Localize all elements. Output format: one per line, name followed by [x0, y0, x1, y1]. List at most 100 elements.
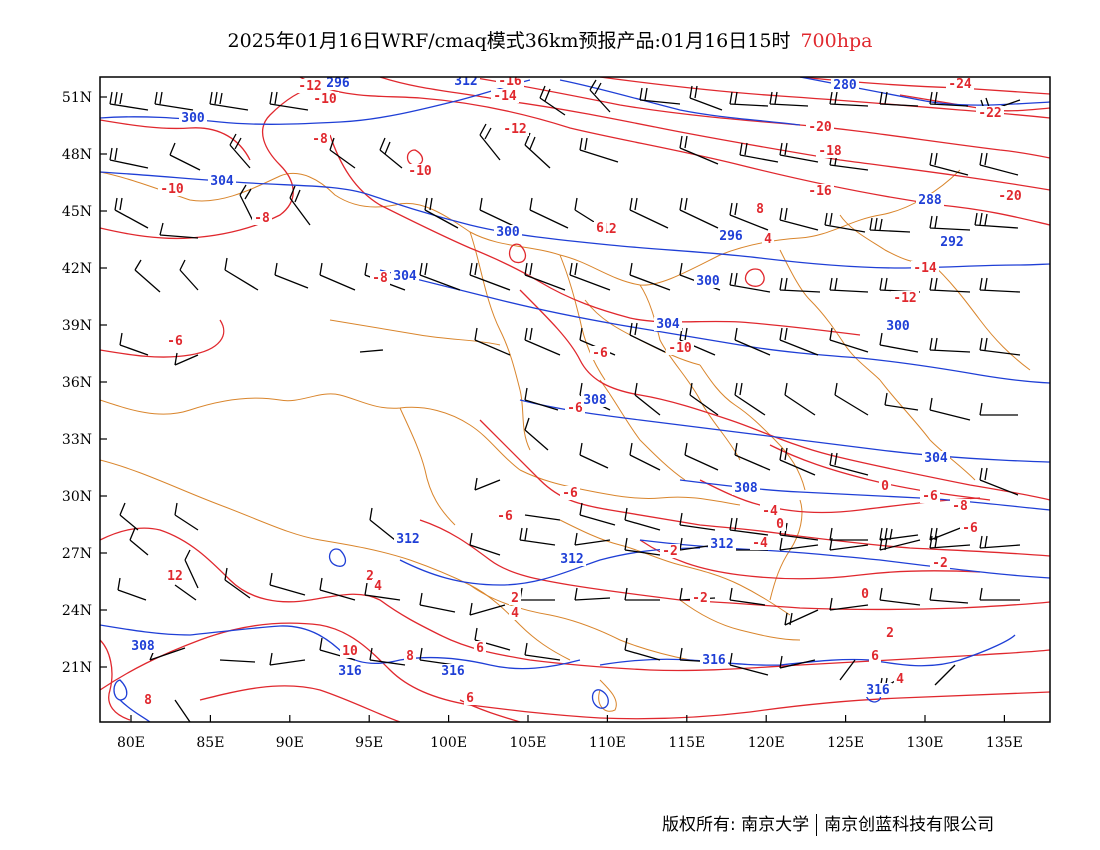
copyright-left: 版权所有: 南京大学: [662, 815, 810, 835]
temperature-label-bg: [869, 649, 881, 663]
temperature-label: -2: [662, 544, 678, 559]
temperature-label: 4: [374, 579, 382, 594]
geopotential-label-bg: [708, 537, 736, 551]
temperature-label-bg: [762, 232, 774, 246]
temperature-label-bg: [311, 92, 339, 106]
plot-frame: [99, 76, 1051, 723]
temperature-label: -16: [808, 184, 832, 199]
temperature-label-bg: [491, 89, 519, 103]
temperature-label: -12: [298, 79, 321, 94]
geopotential-label: 300: [886, 319, 910, 334]
temperature-label-bg: [806, 184, 834, 198]
temperature-label: -6: [962, 521, 978, 536]
temperature-label-bg: [496, 77, 524, 88]
lon-tick-label: 105E: [510, 735, 547, 751]
map-title: 2025年01月16日WRF/cmaq模式36km预报产品:01月16日15时 7…: [0, 26, 1100, 53]
geopotential-label: 312: [396, 532, 419, 547]
temperature-label: -8: [312, 132, 328, 147]
temperature-label-bg: [370, 271, 390, 285]
temperature-label: -18: [818, 144, 842, 159]
temperature-label: 6: [596, 221, 604, 236]
geopotential-label: 304: [924, 451, 948, 466]
geopotential-label: 312: [560, 552, 583, 567]
geopotential-label: 316: [866, 683, 890, 698]
copyright-separator: [816, 814, 818, 836]
temperature-label-bg: [404, 649, 416, 663]
geopotential-label-bg: [394, 532, 422, 546]
temperature-label-bg: [501, 122, 529, 136]
temperature-label: -4: [752, 536, 768, 551]
geopotential-label-bg: [916, 193, 944, 207]
lon-tick-label: 110E: [589, 735, 626, 751]
temperature-label-bg: [920, 489, 940, 503]
longitude-axis: 80E 85E 90E 95E 100E 105E 110E 115E 120E 125E 130E…: [117, 715, 1023, 751]
lon-tick-label: 90E: [276, 735, 304, 751]
temperature-label-bg: [165, 334, 185, 348]
temperature-label: 4: [511, 606, 519, 621]
lon-tick-label: 115E: [668, 735, 705, 751]
temperature-label: -2: [932, 556, 948, 571]
temperature-label: 12: [167, 569, 183, 584]
temperature-label-bg: [372, 579, 384, 593]
temperature-label: 2: [511, 591, 519, 606]
temperature-label: 2: [886, 626, 894, 641]
temperature-label-bg: [996, 189, 1024, 203]
lon-tick-label: 85E: [196, 735, 224, 751]
temperature-label: 6: [476, 641, 484, 656]
temperature-label: -10: [408, 164, 432, 179]
lat-tick-label: 24N: [62, 603, 92, 619]
temperature-label: 4: [896, 672, 904, 687]
temperature-label: 8: [406, 649, 414, 664]
geopotential-label-bg: [179, 111, 207, 125]
temperature-label-bg: [495, 509, 515, 523]
geopotential-label-bg: [864, 683, 892, 697]
geopotential-height-contours: [100, 77, 1050, 722]
temperature-label-bg: [774, 517, 786, 531]
temperature-label-bg: [960, 521, 980, 535]
temperature-label: -6: [592, 346, 608, 361]
temperature-label: -6: [497, 509, 513, 524]
temperature-label: -10: [668, 341, 692, 356]
lon-tick-label: 135E: [986, 735, 1023, 751]
temperature-label: -4: [762, 504, 778, 519]
temperature-label-bg: [464, 691, 476, 705]
geopotential-label: 308: [583, 393, 607, 408]
geopotential-label: 296: [719, 229, 743, 244]
copyright-notice: 版权所有: 南京大学 南京创蓝科技有限公司: [662, 810, 994, 836]
geopotential-label: 300: [181, 111, 205, 126]
temperature-label-bg: [859, 587, 871, 601]
temperature-label-bg: [158, 182, 186, 196]
geopotential-label: 304: [393, 269, 417, 284]
temperature-label-bg: [509, 606, 521, 620]
temperature-label: -8: [952, 499, 968, 514]
latitude-axis: 51N 48N 45N 42N 39N 36N 33N 30N 27N 24N 21N: [62, 90, 107, 676]
temperature-label: 6: [466, 691, 474, 706]
temperature-label: -6: [922, 489, 938, 504]
geopotential-label: 308: [131, 639, 155, 654]
lon-tick-label: 100E: [430, 735, 467, 751]
geopotential-label: 296: [326, 76, 350, 91]
lat-tick-label: 21N: [62, 660, 92, 676]
lat-tick-label: 45N: [62, 204, 92, 220]
temperature-label-bg: [891, 291, 919, 305]
lat-tick-label: 27N: [62, 546, 92, 562]
geopotential-label-bg: [732, 481, 760, 495]
geopotential-label: 280: [833, 78, 857, 93]
lon-tick-label: 120E: [748, 735, 785, 751]
temperature-label-bg: [474, 641, 486, 655]
geopotential-label: 308: [734, 481, 758, 496]
geopotential-label-bg: [581, 393, 609, 407]
temperature-label-bg: [690, 591, 710, 605]
temperature-label-bg: [760, 504, 780, 518]
geopotential-label: 304: [210, 174, 234, 189]
lat-tick-label: 42N: [62, 261, 92, 277]
title-pressure-level: 700hpa: [800, 30, 873, 52]
temperature-label-bg: [750, 536, 770, 550]
geopotential-label-bg: [938, 235, 966, 249]
temperature-label-bg: [560, 486, 580, 500]
temperature-label: -6: [562, 486, 578, 501]
geopotential-label-bg: [717, 229, 745, 243]
copyright-right: 南京创蓝科技有限公司: [824, 815, 995, 835]
